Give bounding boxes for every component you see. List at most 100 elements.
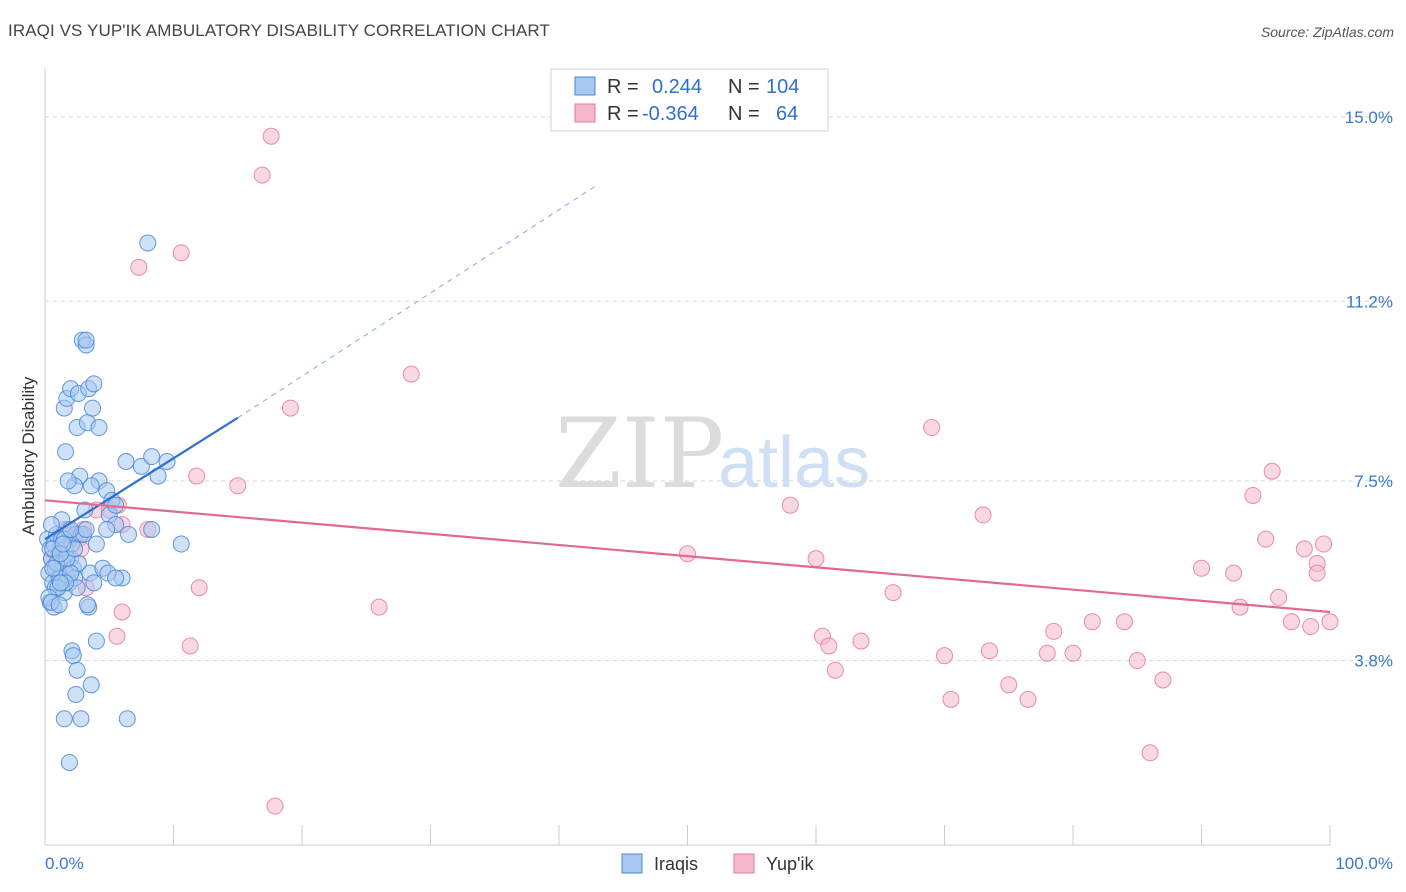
data-point-iraqis [85,375,103,393]
data-point-yupik [936,647,953,665]
legend-n-label-yupik: N = [728,103,760,125]
data-point-iraqis [117,453,135,470]
data-point-yupik [1231,598,1249,616]
data-point-iraqis [67,686,85,704]
x-tick-label: 100.0% [1335,854,1393,873]
data-point-iraqis [98,520,116,538]
legend-n-value-yupik: 64 [776,103,798,125]
data-point-yupik [1115,613,1133,631]
data-point-yupik [130,258,148,276]
data-point-yupik [1321,613,1339,631]
trend-layer [44,184,1331,614]
data-point-yupik [820,637,838,655]
data-point-yupik [1295,540,1313,558]
data-point-yupik [1000,676,1018,694]
data-point-yupik [974,506,992,524]
data-point-yupik [402,365,420,383]
legend-swatch-iraqis [574,76,596,96]
data-point-yupik [108,627,126,645]
data-point-yupik [281,399,299,417]
legend: R = 0.244 N = 104 R = -0.364 N = 64 [550,68,829,132]
y-tick-label: 15.0% [1345,108,1393,127]
chart-title: IRAQI VS YUP'IK AMBULATORY DISABILITY CO… [8,21,550,40]
data-point-iraqis [44,559,62,577]
data-point-yupik [1064,644,1082,662]
data-point-yupik [1270,588,1288,606]
data-point-iraqis [68,661,86,679]
data-point-iraqis [77,331,95,349]
watermark: ZIP atlas [555,398,870,510]
data-point-yupik [172,244,190,262]
data-point-iraqis [172,535,190,553]
data-point-yupik [1244,486,1262,504]
data-point-yupik [807,550,825,568]
legend-r-value-iraqis: 0.244 [652,76,702,98]
y-tick-label: 11.2% [1346,292,1393,311]
bottom-legend-label-iraqis: Iraqis [654,854,698,874]
data-point-yupik [942,690,960,708]
data-point-iraqis [82,676,100,694]
data-point-yupik [1038,644,1056,662]
data-point-iraqis [77,520,95,538]
bottom-legend-swatch-iraqis [621,853,643,874]
trend-line-iraqis [44,416,239,541]
data-point-iraqis [143,448,161,466]
axes-layer [44,68,1331,846]
watermark-zip: ZIP [555,398,724,510]
data-point-yupik [980,642,998,660]
data-point-iraqis [64,647,82,665]
data-point-yupik [1302,618,1320,636]
data-point-iraqis [139,234,157,252]
data-point-yupik [781,496,799,514]
data-point-yupik [266,797,284,815]
y-tick-label: 7.5% [1354,472,1393,491]
data-point-iraqis [87,632,105,650]
trend-line-yupik [44,499,1331,614]
data-point-yupik [262,127,280,145]
data-point-yupik [1019,690,1037,708]
source-label: Source: ZipAtlas.com [1260,24,1394,40]
bottom-legend: Iraqis Yup'ik [621,853,814,874]
data-point-yupik [1128,652,1146,670]
points-layer [39,127,1339,815]
data-point-iraqis [51,574,69,592]
data-point-iraqis [57,443,75,461]
watermark-atlas: atlas [718,423,870,503]
data-point-yupik [1154,671,1172,689]
data-point-iraqis [50,596,68,614]
data-point-iraqis [120,525,138,543]
data-point-iraqis [42,516,60,534]
data-point-yupik [1141,744,1159,762]
data-point-yupik [1308,564,1326,582]
data-point-yupik [923,419,941,437]
legend-box [550,68,829,132]
data-point-yupik [852,632,870,650]
data-point-iraqis [60,753,78,771]
data-point-yupik [181,637,199,655]
data-point-iraqis [90,419,108,437]
data-point-yupik [1193,559,1210,577]
data-point-yupik [188,467,206,485]
data-point-yupik [253,166,271,184]
legend-r-label-iraqis: R = [607,76,639,98]
legend-n-label-iraqis: N = [728,76,760,98]
data-point-yupik [679,545,696,563]
data-point-iraqis [84,399,102,417]
data-point-yupik [190,579,208,597]
data-point-yupik [1315,535,1333,553]
data-point-iraqis [78,596,96,614]
legend-r-value-yupik: -0.364 [642,103,699,125]
x-tick-label: 0.0% [45,854,84,873]
data-point-iraqis [118,710,136,728]
data-point-iraqis [54,535,72,553]
data-point-iraqis [107,569,125,587]
data-point-yupik [1257,530,1275,548]
data-point-yupik [1045,622,1063,640]
data-point-yupik [229,477,247,495]
data-point-yupik [113,603,131,621]
data-point-yupik [1282,613,1300,631]
trend-extension-iraqis [237,184,598,419]
data-point-iraqis [87,535,105,553]
data-point-yupik [370,598,388,616]
